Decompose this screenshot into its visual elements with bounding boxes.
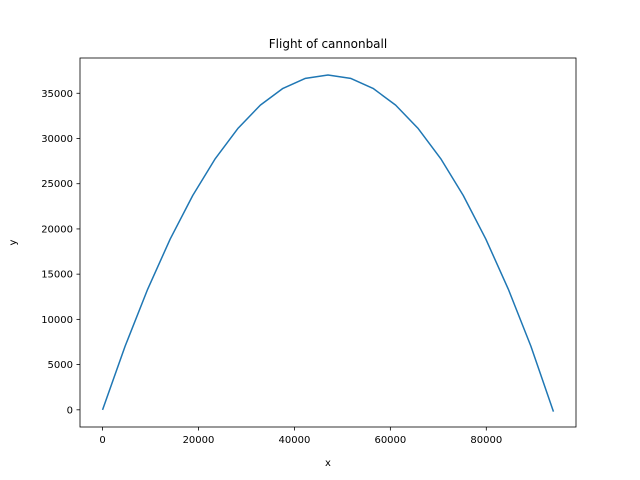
x-axis: 0 20000 40000 60000 80000	[99, 427, 502, 446]
axes-frame	[79, 57, 577, 428]
y-tick-label: 35000	[41, 89, 73, 100]
y-tick-label: 10000	[41, 315, 73, 326]
x-tick-label: 40000	[279, 435, 311, 446]
x-tick-label: 0	[99, 435, 105, 446]
x-tick-label: 20000	[183, 435, 215, 446]
y-axis: 0 5000 10000 15000 20000 25000 30000 35000	[41, 89, 80, 416]
y-tick-label: 15000	[41, 270, 73, 281]
y-tick-label: 0	[67, 405, 73, 416]
x-tick-label: 80000	[470, 435, 502, 446]
y-tick-label: 5000	[48, 360, 73, 371]
chart-title: Flight of cannonball	[269, 37, 387, 51]
x-axis-label: x	[325, 458, 331, 469]
y-tick-label: 30000	[41, 134, 73, 145]
y-axis-label: y	[8, 239, 19, 245]
series-line-0	[101, 74, 555, 412]
x-tick-label: 60000	[374, 435, 406, 446]
y-tick-label: 20000	[41, 224, 73, 235]
plot-area	[101, 74, 555, 412]
y-tick-label: 25000	[41, 179, 73, 190]
